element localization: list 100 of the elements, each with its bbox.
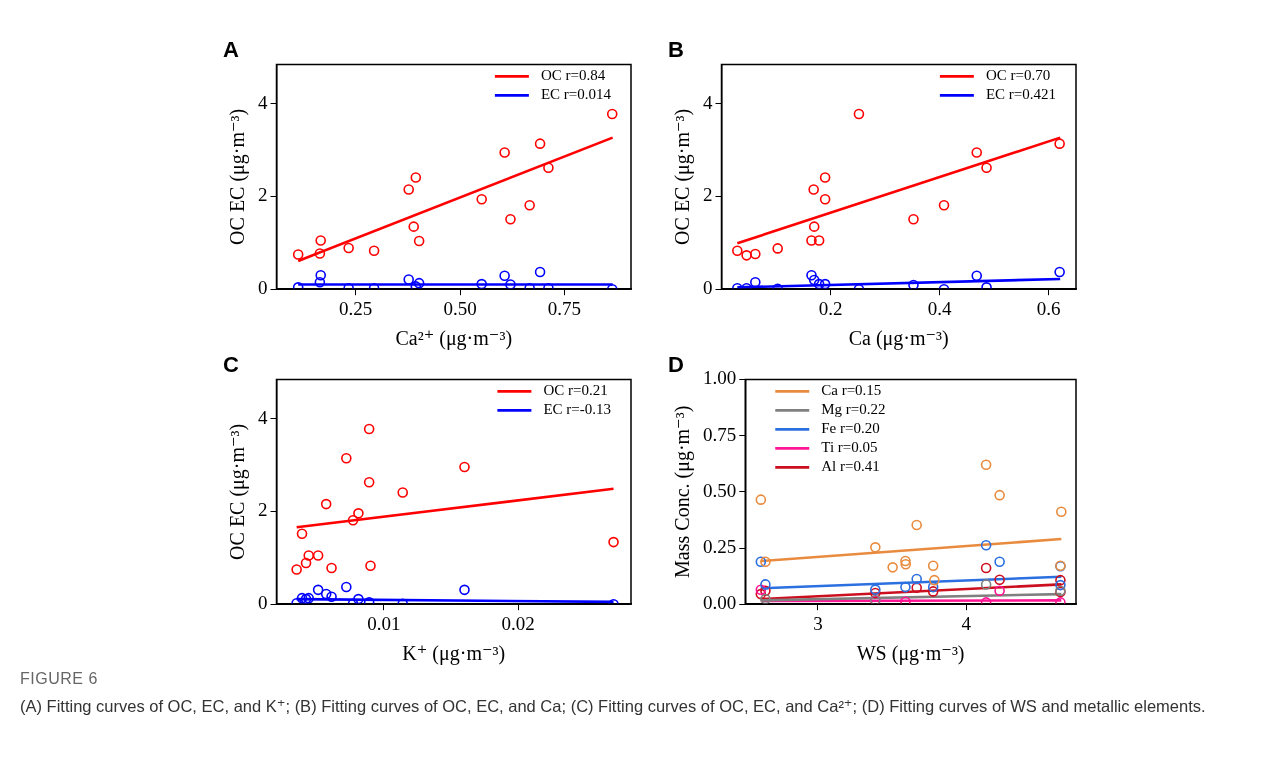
y-axis-title: OC EC (μg·m⁻³) <box>226 108 250 245</box>
point <box>320 588 332 600</box>
x-tick-label: 0.2 <box>818 297 843 319</box>
point <box>911 573 923 585</box>
point <box>296 528 308 540</box>
point <box>476 278 487 290</box>
y-axis-title: Mass Conc. (μg·m⁻³) <box>671 405 695 578</box>
point <box>543 162 554 174</box>
point <box>927 581 939 593</box>
point <box>534 138 546 149</box>
point <box>505 279 516 290</box>
point <box>760 556 771 568</box>
point <box>315 235 327 246</box>
point <box>403 274 415 285</box>
point <box>505 213 516 225</box>
point <box>1054 138 1065 149</box>
point <box>410 172 422 183</box>
point <box>499 270 510 282</box>
point <box>534 266 546 278</box>
y-tick-label: 0.00 <box>703 592 737 614</box>
point <box>292 249 304 260</box>
legend-label: Al r=0.41 <box>821 458 880 475</box>
point <box>760 593 771 605</box>
point <box>870 542 881 553</box>
point <box>887 562 898 573</box>
point <box>326 562 337 574</box>
point <box>326 591 337 603</box>
point <box>524 200 535 211</box>
point <box>870 587 881 599</box>
point <box>980 540 992 551</box>
x-tick-label: 0.01 <box>367 612 401 634</box>
point <box>312 584 324 596</box>
x-tick-label: 0.6 <box>1036 297 1061 319</box>
x-tick-label: 0.50 <box>443 297 477 319</box>
point <box>808 274 820 286</box>
point <box>750 248 761 260</box>
point <box>459 461 470 473</box>
point <box>499 147 510 158</box>
point <box>413 235 425 247</box>
y-tick-label: 4 <box>703 91 713 113</box>
point <box>1056 506 1067 518</box>
point <box>813 278 825 290</box>
point <box>320 498 332 510</box>
point <box>291 564 302 575</box>
legend-label: OC r=0.70 <box>985 67 1051 84</box>
legend-label: Ca r=0.15 <box>821 382 882 399</box>
x-tick-label: 0.25 <box>339 297 373 319</box>
point <box>853 108 865 120</box>
point <box>806 269 817 281</box>
point <box>994 574 1005 585</box>
point <box>808 221 820 232</box>
point <box>476 193 487 205</box>
x-tick-label: 0.75 <box>547 297 581 319</box>
point <box>911 519 923 531</box>
point <box>312 550 324 561</box>
x-axis-title: WS (μg·m⁻³) <box>856 642 965 666</box>
point <box>980 562 992 574</box>
point <box>755 588 767 600</box>
point <box>755 556 767 568</box>
point <box>911 582 923 594</box>
y-tick-label: 4 <box>258 91 268 113</box>
legend-label: OC r=0.21 <box>543 382 608 399</box>
text: (A) Fitting curves of OC, EC, and K⁺; (B) Fitting curves of OC, EC, and Ca; (C) Fitting curves of OC, EC, and Ca²⁺; (D) Fitting curves of WS and metallic elements. <box>20 696 1207 717</box>
point <box>732 245 743 257</box>
point <box>806 235 817 246</box>
x-tick-label: 0.02 <box>501 612 535 634</box>
x-axis-title: Ca²⁺ (μg·m⁻³) <box>395 327 513 351</box>
point <box>927 560 939 572</box>
y-axis-title: OC EC (μg·m⁻³) <box>226 423 250 560</box>
point <box>303 550 315 561</box>
point <box>900 596 911 605</box>
point <box>403 184 415 195</box>
point <box>819 172 831 183</box>
point <box>606 108 618 120</box>
legend-label: Mg r=0.22 <box>821 401 886 418</box>
point <box>994 556 1005 568</box>
point <box>808 184 819 195</box>
x-tick-label: 0.4 <box>927 297 953 319</box>
legend-label: Fe r=0.20 <box>821 420 880 437</box>
y-tick-label: 0 <box>703 277 713 299</box>
x-tick-label: 3 <box>813 612 823 634</box>
point <box>353 593 364 605</box>
x-tick-label: 4 <box>961 612 972 634</box>
point <box>1055 574 1066 586</box>
legend-label: EC r=-0.13 <box>543 401 612 418</box>
chart-title: C <box>223 352 239 378</box>
point <box>981 162 992 174</box>
y-tick-label: 0 <box>258 592 268 614</box>
point <box>343 242 354 254</box>
y-tick-label: 0.75 <box>703 423 737 445</box>
point <box>341 452 352 464</box>
point <box>772 243 783 254</box>
legend-label: EC r=0.014 <box>540 86 612 103</box>
chart-title: B <box>668 37 684 63</box>
chart-title: A <box>223 37 239 63</box>
point <box>870 584 881 595</box>
point <box>819 278 831 290</box>
point <box>760 579 771 590</box>
point <box>908 213 919 225</box>
point <box>363 477 375 488</box>
